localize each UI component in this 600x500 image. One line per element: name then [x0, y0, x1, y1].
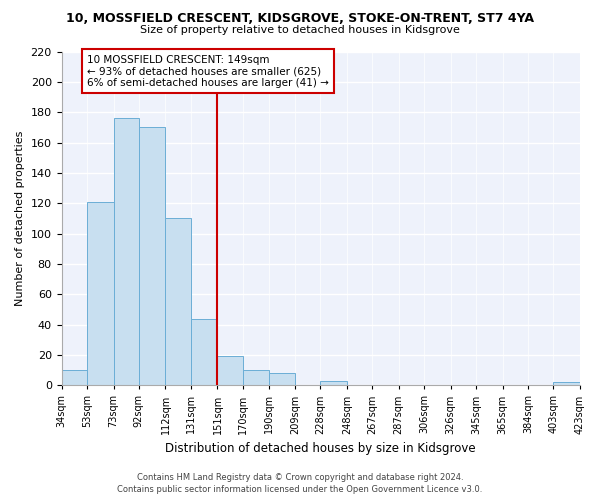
Bar — [62, 370, 87, 386]
Bar — [320, 380, 347, 386]
X-axis label: Distribution of detached houses by size in Kidsgrove: Distribution of detached houses by size … — [166, 442, 476, 455]
Bar — [113, 118, 139, 386]
Bar — [87, 202, 113, 386]
Bar — [553, 382, 580, 386]
Bar — [139, 128, 166, 386]
Text: 10, MOSSFIELD CRESCENT, KIDSGROVE, STOKE-ON-TRENT, ST7 4YA: 10, MOSSFIELD CRESCENT, KIDSGROVE, STOKE… — [66, 12, 534, 26]
Text: 10 MOSSFIELD CRESCENT: 149sqm
← 93% of detached houses are smaller (625)
6% of s: 10 MOSSFIELD CRESCENT: 149sqm ← 93% of d… — [87, 54, 329, 88]
Text: Size of property relative to detached houses in Kidsgrove: Size of property relative to detached ho… — [140, 25, 460, 35]
Bar — [269, 373, 295, 386]
Bar — [243, 370, 269, 386]
Bar — [191, 318, 217, 386]
Y-axis label: Number of detached properties: Number of detached properties — [15, 130, 25, 306]
Bar — [166, 218, 191, 386]
Bar — [217, 356, 243, 386]
Text: Contains HM Land Registry data © Crown copyright and database right 2024.
Contai: Contains HM Land Registry data © Crown c… — [118, 472, 482, 494]
